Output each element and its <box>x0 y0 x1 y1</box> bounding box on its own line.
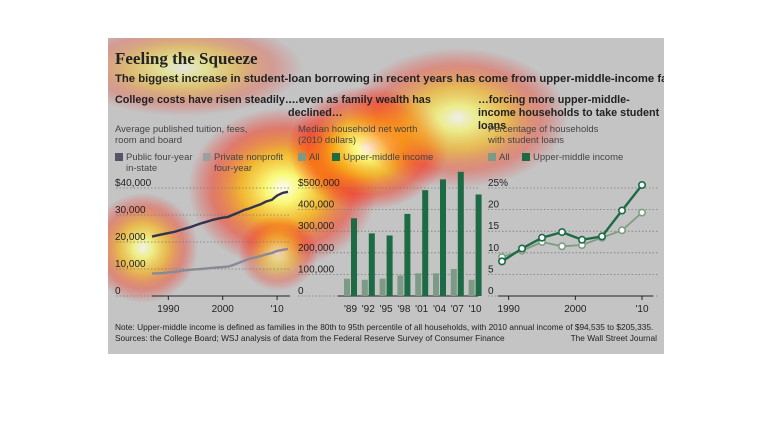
legend-item-public: Public four-year in-state <box>115 152 195 174</box>
bar-all <box>450 269 457 296</box>
x-tick-label: 2000 <box>212 304 235 315</box>
x-tick-label: 1990 <box>157 304 180 315</box>
footnote: Note: Upper-middle income is defined as … <box>115 322 654 332</box>
x-tick-label: '07 <box>451 304 464 315</box>
y-tick-label: 10 <box>488 243 500 254</box>
bar-upper-middle <box>368 233 375 296</box>
legend-swatch <box>522 153 530 161</box>
legend-swatch <box>488 153 496 161</box>
heat-blob <box>348 48 568 188</box>
x-tick-label: '92 <box>362 304 375 315</box>
legend-swatch <box>115 153 123 161</box>
y-tick-label: 25% <box>488 178 508 189</box>
legend-item-all-wealth: All <box>298 152 320 163</box>
heat-blob <box>108 38 303 116</box>
data-point <box>637 208 646 217</box>
figure-title: Feeling the Squeeze <box>115 49 258 68</box>
legend-swatch <box>203 153 211 161</box>
x-tick-label: '98 <box>397 304 410 315</box>
data-point <box>617 226 626 235</box>
bar-upper-middle <box>475 194 482 296</box>
x-tick-label: '10 <box>469 304 482 315</box>
publisher-credit: The Wall Street Journal <box>570 333 657 343</box>
panel-heading-costs: College costs have risen steadily… <box>115 94 296 106</box>
x-tick-label: 2000 <box>564 304 587 315</box>
y-tick-label: $500,000 <box>298 178 340 189</box>
series-line <box>151 247 289 275</box>
legend-item-upper-loans: Upper-middle income <box>522 152 623 163</box>
legend-item-all-loans: All <box>488 152 510 163</box>
chart-label-wealth: Median household net worth (2010 dollars… <box>298 124 418 146</box>
y-tick-label: 30,000 <box>115 205 146 216</box>
y-tick-label: 10,000 <box>115 259 146 270</box>
y-tick-label: 20 <box>488 200 500 211</box>
legend-label: Public four-year in-state <box>126 152 193 174</box>
series-line <box>151 190 289 238</box>
x-tick-label: 1990 <box>498 304 521 315</box>
x-tick-label: '10 <box>271 304 284 315</box>
y-tick-label: 5 <box>488 264 494 275</box>
bar-upper-middle <box>440 179 446 296</box>
data-point <box>617 206 626 215</box>
bar-upper-middle <box>457 171 464 296</box>
bar-upper-middle <box>422 190 429 296</box>
bar-all <box>344 278 350 296</box>
x-tick-label: '95 <box>380 304 393 315</box>
legend-swatch <box>298 153 306 161</box>
y-tick-label: $40,000 <box>115 178 152 189</box>
legend-item-upper-wealth: Upper-middle income <box>332 152 433 163</box>
x-tick-label: '04 <box>433 304 446 315</box>
bar-upper-middle <box>386 235 393 296</box>
data-point <box>537 233 546 242</box>
legend-label: Private nonprofit four-year <box>214 152 284 174</box>
data-point <box>637 181 646 190</box>
y-tick-label: 15 <box>488 221 500 232</box>
x-tick-label: '01 <box>415 304 428 315</box>
bar-all <box>415 273 422 296</box>
heat-blob <box>108 193 198 303</box>
legend-label: Upper-middle income <box>343 152 434 163</box>
bar-upper-middle <box>404 213 411 296</box>
attention-heatmap-overlay <box>108 38 568 303</box>
y-tick-label: 100,000 <box>298 264 335 275</box>
bar-all <box>379 278 386 296</box>
data-point <box>577 235 586 244</box>
bar-upper-middle <box>351 218 357 296</box>
panel-heading-wealth: …even as family wealth has declined… <box>288 94 431 119</box>
y-tick-label: 0 <box>298 286 304 297</box>
data-point <box>517 244 526 253</box>
x-tick-label: '10 <box>635 304 648 315</box>
legend-swatch <box>332 153 340 161</box>
data-point <box>597 232 606 241</box>
y-tick-label: 20,000 <box>115 232 146 243</box>
y-tick-label: 0 <box>115 286 121 297</box>
data-point <box>557 228 566 237</box>
bar-all <box>397 275 404 296</box>
y-tick-label: 300,000 <box>298 221 335 232</box>
y-tick-label: 400,000 <box>298 200 335 211</box>
legend-label: Upper-middle income <box>533 152 624 163</box>
bar-all <box>361 279 368 296</box>
bar-all <box>468 279 475 296</box>
legend-item-private: Private nonprofit four-year <box>203 152 295 174</box>
legend-label: All <box>309 152 320 163</box>
chart-figure: Feeling the Squeeze The biggest increase… <box>108 38 664 354</box>
heat-blob <box>238 215 318 291</box>
source-line: Sources: the College Board; WSJ analysis… <box>115 333 505 343</box>
y-tick-label: 0 <box>488 286 494 297</box>
legend-label: All <box>499 152 510 163</box>
y-tick-label: 200,000 <box>298 243 335 254</box>
data-point <box>497 257 506 266</box>
bar-all <box>433 273 439 296</box>
figure-subtitle: The biggest increase in student-loan bor… <box>115 73 664 85</box>
panel-heading-loans: …forcing more upper-middle-income househ… <box>478 94 660 132</box>
chart-label-loans: Percentage of households with student lo… <box>488 124 599 146</box>
x-tick-label: '89 <box>344 304 357 315</box>
chart-label-costs: Average published tuition, fees, room an… <box>115 124 248 146</box>
data-point <box>557 242 566 251</box>
